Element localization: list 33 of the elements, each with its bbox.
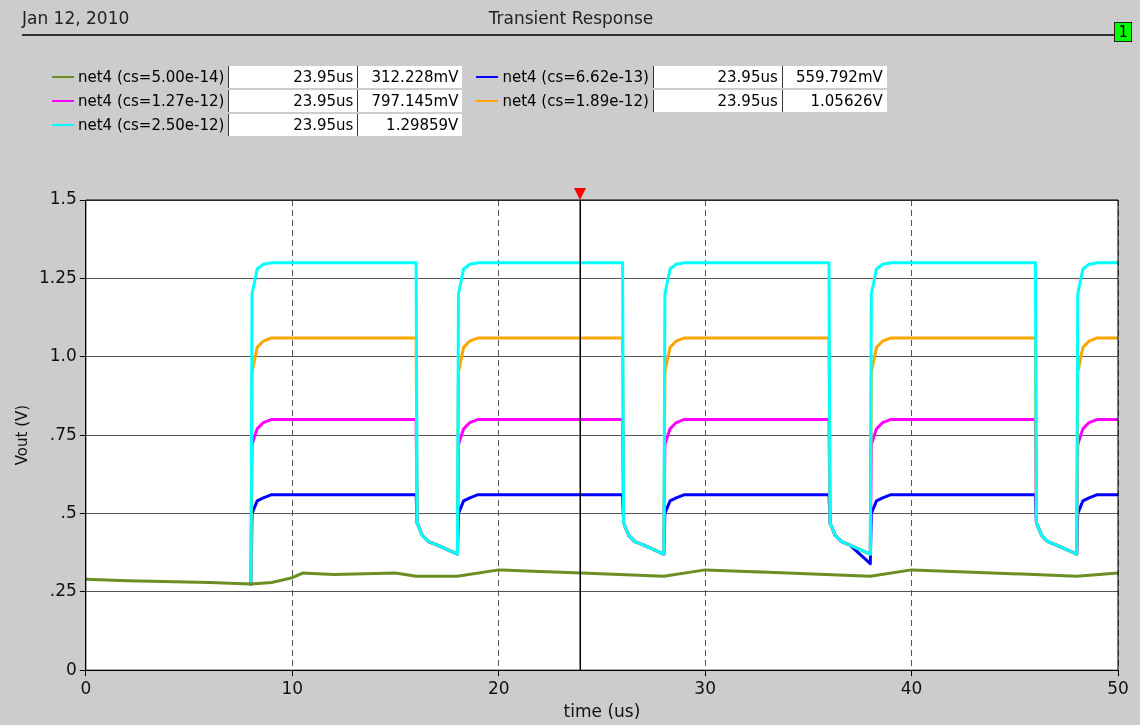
- x-tick-label: 20: [487, 677, 510, 698]
- x-tick-label: 30: [694, 677, 716, 698]
- text: Jan 12, 2010: [22, 8, 130, 28]
- x-tick-label: 40: [900, 677, 923, 698]
- legend-label: net4 (cs=6.62e-13): [502, 68, 649, 86]
- y-tick-label: 0: [66, 658, 77, 679]
- text: 559.792mV: [781, 66, 887, 88]
- y-axis-title: Vout (V): [12, 404, 31, 466]
- text: 23.95us: [228, 66, 358, 88]
- x-axis-title: time (us): [563, 701, 641, 722]
- legend-label: net4 (cs=2.50e-12): [78, 116, 225, 134]
- legend-label: net4 (cs=1.89e-12): [502, 92, 649, 110]
- chart-title: Transient Response: [488, 8, 654, 28]
- text: 23.95us: [652, 66, 782, 88]
- y-tick-label: .75: [49, 423, 77, 444]
- x-tick-label: 50: [1107, 677, 1129, 698]
- text: 1.29859V: [357, 114, 463, 136]
- y-tick-label: .25: [49, 580, 77, 601]
- text: 23.95us: [228, 114, 358, 136]
- y-tick-label: 1.5: [49, 188, 77, 209]
- text: 312.228mV: [357, 66, 463, 88]
- y-tick-label: .5: [60, 501, 77, 522]
- text: 1: [1114, 22, 1132, 42]
- x-tick-label: 0: [80, 677, 92, 698]
- text: 1.05626V: [781, 90, 887, 112]
- y-tick-label: 1.25: [38, 266, 77, 287]
- legend-label: net4 (cs=1.27e-12): [78, 92, 225, 110]
- y-tick-label: 1.0: [49, 345, 77, 366]
- x-tick-label: 10: [281, 677, 304, 698]
- text: 23.95us: [228, 90, 358, 112]
- legend-label: net4 (cs=5.00e-14): [78, 68, 225, 86]
- text: 797.145mV: [357, 90, 463, 112]
- text: 23.95us: [652, 90, 782, 112]
